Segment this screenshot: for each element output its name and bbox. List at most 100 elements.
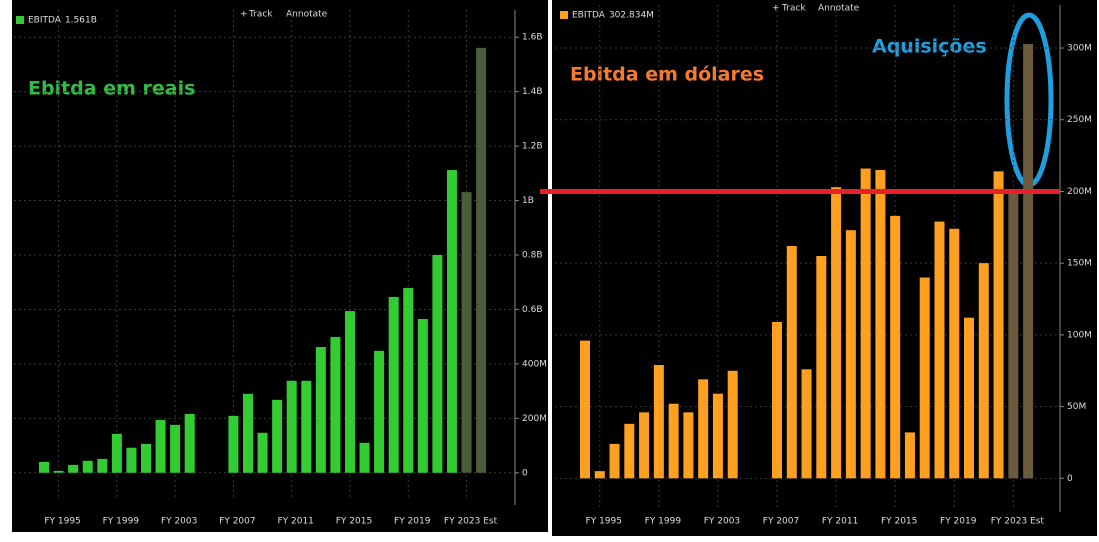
toolbar-track[interactable]: Track — [248, 10, 273, 20]
bar — [831, 187, 842, 479]
x-tick-label: FY 2011 — [277, 517, 313, 527]
y-tick-label: 0.8B — [522, 251, 543, 261]
bar — [242, 393, 253, 473]
bar — [949, 228, 960, 479]
x-tick-label: FY 1995 — [586, 517, 622, 527]
toolbar-annotate[interactable]: Annotate — [286, 10, 328, 20]
x-tick-label: FY 2011 — [822, 517, 858, 527]
bar — [476, 47, 487, 473]
legend-value: 1.561B — [65, 16, 97, 26]
x-tick-label: FY 2003 — [704, 517, 740, 527]
y-tick-label: 200M — [1067, 187, 1092, 197]
x-tick-label: FY 2007 — [763, 517, 799, 527]
x-tick-label: FY 2015 — [336, 517, 372, 527]
bar — [374, 350, 385, 473]
bar — [712, 393, 723, 479]
x-tick-label: FY 2023 Est — [991, 517, 1045, 527]
bar — [155, 419, 166, 473]
x-tick-label: FY 1995 — [44, 517, 80, 527]
bar — [639, 412, 650, 479]
chart-right: 0 50M 100M 150M 200M 250M 300M FY 1995 FY 1999 FY… — [540, 5, 1092, 527]
x-tick-label: FY 2019 — [940, 517, 977, 527]
bar — [403, 287, 414, 473]
toolbar-annotate[interactable]: Annotate — [818, 4, 860, 14]
y-tick-label: 1.6B — [522, 33, 543, 43]
bar — [668, 403, 679, 479]
y-tick-label: 1B — [522, 196, 534, 206]
y-tick-label: 100M — [1067, 330, 1092, 340]
bar — [315, 347, 326, 473]
bar — [1008, 190, 1019, 479]
bar — [272, 399, 283, 473]
bar — [580, 340, 590, 479]
x-tick-label: FY 2023 Est — [444, 517, 498, 527]
bar — [683, 412, 694, 479]
y-tick-label: 200M — [522, 414, 547, 424]
bar — [53, 470, 64, 473]
bar — [890, 215, 901, 479]
bar — [875, 169, 886, 479]
annotation: Ebitda em dólares — [570, 64, 764, 86]
bar — [860, 168, 871, 479]
bar — [286, 380, 297, 473]
bar — [97, 458, 108, 473]
annotation: Aquisições — [872, 36, 987, 58]
bar — [801, 369, 812, 479]
annotation: Ebitda em reais — [28, 78, 195, 100]
bar — [432, 255, 443, 473]
bar — [594, 471, 605, 479]
bar — [698, 379, 709, 479]
bar — [904, 432, 915, 479]
bar — [126, 447, 137, 473]
bar — [359, 442, 370, 473]
bar — [344, 311, 355, 473]
bar — [727, 370, 738, 479]
bar — [446, 170, 457, 473]
bar — [772, 321, 783, 479]
y-tick-label: 50M — [1067, 402, 1086, 412]
bar — [301, 380, 312, 473]
bar — [978, 263, 989, 479]
bar — [257, 432, 268, 473]
bar — [68, 464, 79, 473]
bar — [653, 365, 664, 479]
legend-value: 302.834M — [609, 11, 654, 21]
bar — [330, 336, 341, 473]
y-tick-label: 0 — [522, 468, 528, 478]
x-tick-label: FY 2007 — [219, 517, 255, 527]
bar — [934, 221, 945, 479]
x-tick-label: FY 2019 — [394, 517, 431, 527]
bar — [82, 460, 93, 473]
bar — [140, 443, 151, 473]
bar — [461, 192, 472, 473]
bar — [845, 230, 856, 479]
bar — [993, 171, 1004, 479]
bar — [388, 296, 399, 473]
y-tick-label: 0 — [1067, 474, 1073, 484]
legend-label: EBITDA — [572, 11, 606, 21]
bar — [417, 318, 428, 473]
x-tick-label: FY 2003 — [161, 517, 197, 527]
y-tick-label: 150M — [1067, 259, 1092, 269]
x-tick-label: FY 1999 — [645, 517, 682, 527]
bar — [1023, 43, 1034, 479]
bar — [39, 461, 49, 473]
x-tick-label: FY 2015 — [881, 517, 917, 527]
bar — [609, 443, 620, 479]
y-tick-label: 250M — [1067, 115, 1092, 125]
bar — [786, 245, 797, 479]
toolbar-icon: + — [240, 10, 248, 20]
toolbar-icon: + — [772, 4, 780, 14]
bar — [111, 433, 122, 473]
bar — [816, 256, 827, 479]
bar — [624, 423, 635, 479]
bar — [919, 277, 930, 479]
bar — [170, 424, 181, 473]
bar — [964, 317, 975, 479]
toolbar-track[interactable]: Track — [781, 4, 806, 14]
x-tick-label: FY 1999 — [103, 517, 140, 527]
legend-swatch — [560, 11, 568, 19]
legend-swatch — [16, 16, 24, 24]
